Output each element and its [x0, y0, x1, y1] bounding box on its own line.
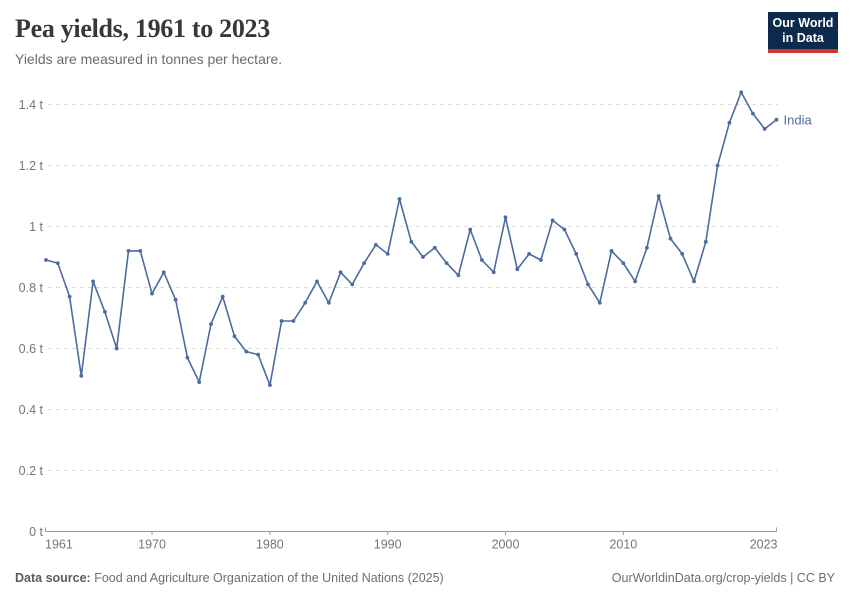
- data-point[interactable]: [138, 249, 143, 253]
- y-axis-tick-label: 1 t: [29, 220, 43, 234]
- license-link[interactable]: OurWorldinData.org/crop-yields | CC BY: [611, 571, 835, 585]
- data-point[interactable]: [103, 310, 107, 314]
- data-point[interactable]: [621, 261, 626, 265]
- data-source-label: Data source:: [15, 571, 91, 585]
- x-axis-tick-label: 2023: [750, 538, 778, 552]
- data-point[interactable]: [609, 249, 614, 253]
- owid-logo-line1: Our World: [772, 16, 834, 30]
- data-point[interactable]: [338, 270, 343, 275]
- india-series-line[interactable]: [45, 91, 778, 386]
- series-end-label[interactable]: India: [784, 112, 813, 127]
- y-axis-tick-label: 0 t: [29, 525, 43, 539]
- data-point[interactable]: [550, 218, 555, 223]
- owid-logo-line2: in Data: [782, 31, 824, 45]
- data-point[interactable]: [586, 282, 590, 287]
- data-point[interactable]: [432, 245, 437, 250]
- data-point[interactable]: [150, 291, 154, 296]
- data-point[interactable]: [739, 90, 744, 95]
- data-point[interactable]: [692, 279, 696, 284]
- chart-subtitle: Yields are measured in tonnes per hectar…: [15, 51, 283, 67]
- y-axis-tick-label: 0.8 t: [19, 281, 44, 295]
- data-point[interactable]: [161, 270, 166, 275]
- x-axis-tick-label: 1961: [45, 538, 73, 552]
- data-point[interactable]: [409, 239, 414, 244]
- x-axis-tick-label: 1980: [256, 538, 284, 552]
- data-point[interactable]: [421, 255, 425, 259]
- data-point[interactable]: [244, 349, 249, 354]
- data-point[interactable]: [326, 300, 331, 305]
- data-point[interactable]: [374, 242, 378, 247]
- data-point[interactable]: [91, 279, 95, 284]
- data-point[interactable]: [256, 352, 260, 357]
- y-axis-tick-label: 1.2 t: [19, 159, 44, 173]
- x-axis-tick-label: 1970: [138, 538, 166, 552]
- chart-header: Pea yields, 1961 to 2023 Yields are meas…: [15, 14, 755, 67]
- data-source-note: Data source: Food and Agriculture Organi…: [15, 571, 444, 585]
- data-point[interactable]: [727, 120, 732, 125]
- data-point[interactable]: [715, 163, 720, 168]
- data-point[interactable]: [220, 294, 225, 299]
- data-point[interactable]: [232, 334, 237, 339]
- data-point[interactable]: [668, 236, 673, 241]
- y-axis-tick-label: 0.6 t: [19, 342, 44, 356]
- data-point[interactable]: [480, 258, 484, 262]
- data-point[interactable]: [562, 227, 567, 232]
- data-point[interactable]: [67, 294, 72, 299]
- data-point[interactable]: [456, 273, 461, 278]
- y-axis-tick-label: 0.2 t: [19, 464, 44, 478]
- data-point[interactable]: [680, 252, 685, 256]
- data-point[interactable]: [503, 215, 508, 220]
- data-point[interactable]: [173, 297, 178, 302]
- data-point[interactable]: [762, 126, 767, 131]
- y-axis-tick-label: 1.4 t: [19, 98, 44, 112]
- data-point[interactable]: [703, 239, 708, 244]
- x-axis-tick-label: 2010: [609, 538, 637, 552]
- x-axis-tick-label: 1990: [374, 538, 402, 552]
- data-point[interactable]: [114, 346, 119, 351]
- page-title: Pea yields, 1961 to 2023: [15, 14, 270, 43]
- data-point[interactable]: [633, 279, 637, 284]
- data-point[interactable]: [79, 374, 84, 378]
- data-point[interactable]: [303, 300, 308, 305]
- x-axis-tick-label: 2000: [492, 538, 520, 552]
- data-point[interactable]: [468, 227, 473, 232]
- data-point[interactable]: [444, 261, 449, 265]
- data-point[interactable]: [574, 252, 579, 256]
- data-point[interactable]: [315, 279, 319, 284]
- data-point[interactable]: [539, 258, 543, 262]
- data-point[interactable]: [126, 249, 131, 253]
- data-point[interactable]: [645, 245, 649, 250]
- data-point[interactable]: [751, 111, 755, 116]
- data-point[interactable]: [385, 252, 390, 256]
- data-point[interactable]: [185, 355, 190, 360]
- data-point[interactable]: [350, 282, 355, 287]
- chart-footer: Data source: Food and Agriculture Organi…: [15, 571, 835, 585]
- data-point[interactable]: [209, 322, 213, 326]
- data-point[interactable]: [491, 270, 496, 275]
- data-point[interactable]: [362, 261, 366, 265]
- data-point[interactable]: [527, 252, 531, 256]
- data-point[interactable]: [774, 117, 779, 122]
- data-point[interactable]: [597, 300, 602, 305]
- data-point[interactable]: [291, 319, 296, 323]
- y-axis-tick-label: 0.4 t: [19, 403, 44, 417]
- data-point[interactable]: [656, 194, 661, 198]
- data-point[interactable]: [44, 258, 48, 262]
- owid-logo[interactable]: Our World in Data: [768, 12, 838, 53]
- data-point[interactable]: [268, 383, 272, 387]
- data-point[interactable]: [197, 380, 202, 384]
- data-point[interactable]: [279, 319, 284, 323]
- data-point[interactable]: [515, 267, 520, 272]
- data-source-text: Food and Agriculture Organization of the…: [90, 571, 444, 585]
- data-point[interactable]: [55, 261, 60, 265]
- data-point[interactable]: [397, 197, 402, 201]
